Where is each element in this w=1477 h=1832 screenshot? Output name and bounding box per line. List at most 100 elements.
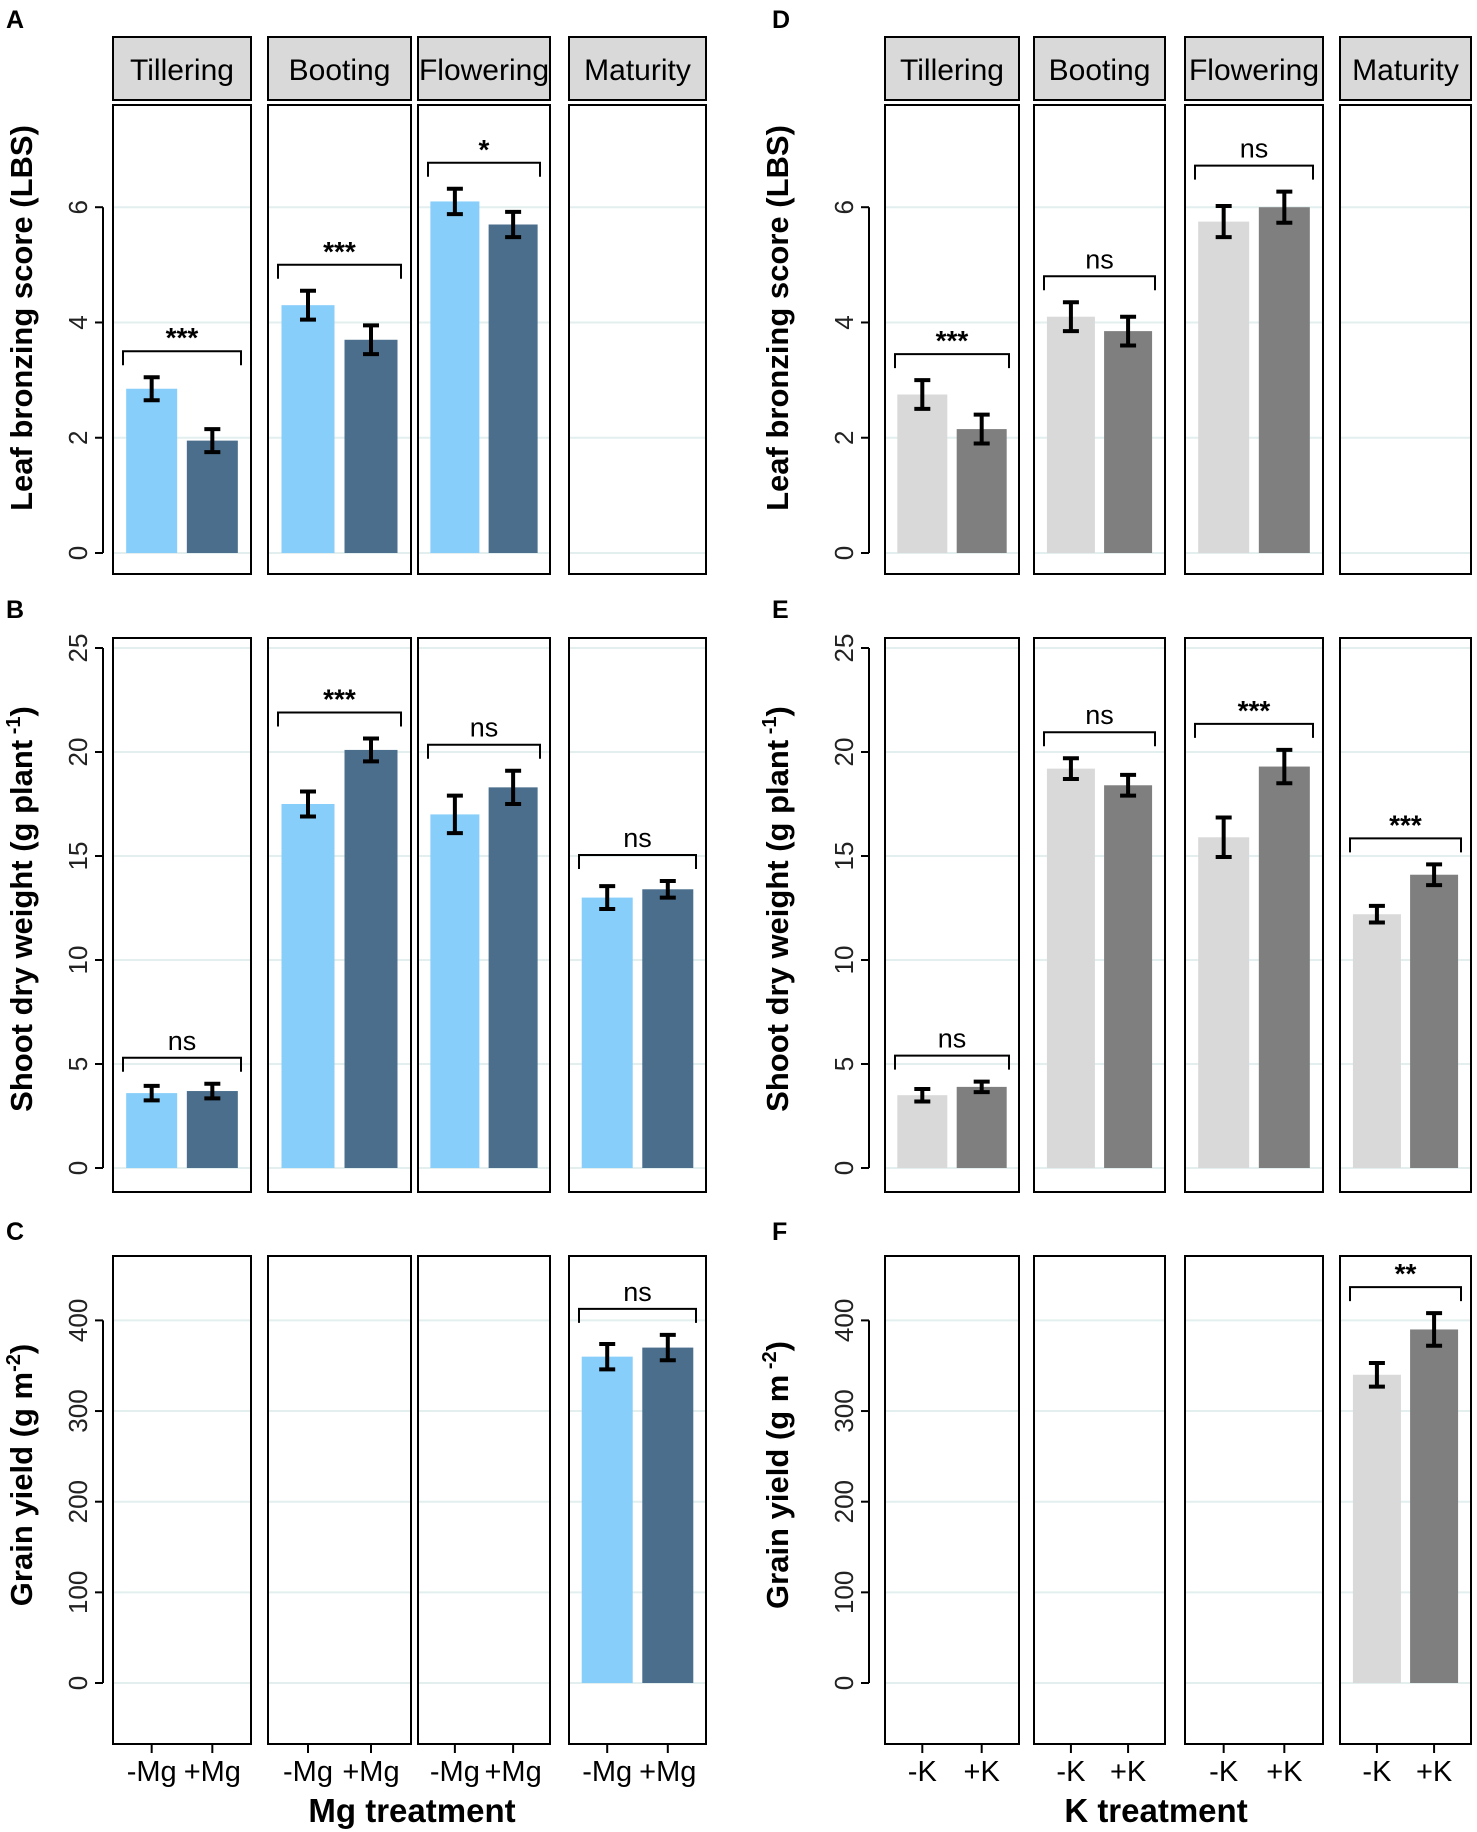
y-tick-label: 4 bbox=[63, 315, 93, 329]
facet-strip bbox=[884, 36, 1020, 101]
facet-maturity: *** bbox=[1339, 637, 1472, 1193]
significance-bracket bbox=[1349, 837, 1462, 853]
x-tick-label: +K bbox=[1266, 1756, 1303, 1788]
bar-minus bbox=[897, 394, 948, 553]
bar-plus bbox=[488, 224, 538, 553]
y-tick-label: 0 bbox=[63, 1676, 93, 1690]
facet-border bbox=[267, 1255, 412, 1745]
bar-minus bbox=[897, 1095, 948, 1168]
facet-maturity: ** -K +K bbox=[1339, 1255, 1472, 1788]
facet-border bbox=[267, 104, 412, 575]
bar-plus bbox=[956, 429, 1007, 553]
facet-border bbox=[417, 1255, 551, 1745]
y-axis-title-b: Shoot dry weight (g plant -1) bbox=[3, 706, 39, 1112]
panel-b: 0 5 10 15 20 25 ns *** ns ns bbox=[63, 634, 707, 1193]
x-tick-label: +K bbox=[964, 1756, 1001, 1788]
bar-plus bbox=[186, 440, 238, 553]
facet-tillering: ns bbox=[112, 637, 252, 1193]
y-tick-label: 100 bbox=[63, 1571, 93, 1614]
bar-plus bbox=[1104, 785, 1153, 1168]
panel-label-a: A bbox=[6, 6, 24, 34]
bar-minus bbox=[281, 305, 335, 553]
y-tick-label: 0 bbox=[829, 1676, 859, 1690]
facet-strip bbox=[1184, 36, 1324, 101]
facet-border bbox=[112, 104, 252, 575]
significance-bracket bbox=[578, 853, 697, 869]
significance-bracket bbox=[1194, 722, 1314, 738]
significance-label: *** bbox=[323, 683, 356, 714]
panel-e: 0 5 10 15 20 25 ns ns *** *** bbox=[829, 634, 1472, 1193]
significance-label: ** bbox=[1395, 1258, 1417, 1289]
facet-flowering: -Mg +Mg bbox=[417, 1255, 551, 1788]
bar-minus bbox=[126, 1093, 178, 1168]
y-tick-label: 15 bbox=[63, 842, 93, 871]
y-tick-label: 300 bbox=[829, 1389, 859, 1432]
x-axis-title-k: K treatment bbox=[1064, 1792, 1247, 1829]
x-tick-label: +Mg bbox=[639, 1756, 696, 1788]
bar-minus bbox=[1046, 316, 1095, 553]
bar-plus bbox=[488, 787, 538, 1168]
y-tick-label: 6 bbox=[829, 200, 859, 214]
facet-strip-label: Flowering bbox=[1189, 54, 1319, 87]
facet-border bbox=[417, 637, 551, 1193]
panel-d: 0 2 4 6 Tillering *** Booting ns Flowering ns Matu… bbox=[829, 36, 1472, 575]
y-tick-label: 200 bbox=[829, 1480, 859, 1523]
bar-plus bbox=[1104, 331, 1153, 553]
facet-flowering: -K +K bbox=[1184, 1255, 1324, 1788]
significance-label: *** bbox=[936, 325, 969, 356]
x-tick-label: +K bbox=[1416, 1756, 1453, 1788]
significance-bracket bbox=[1043, 275, 1156, 291]
significance-bracket bbox=[1194, 164, 1314, 180]
significance-label: *** bbox=[323, 236, 356, 267]
significance-bracket bbox=[894, 1054, 1010, 1070]
facet-border bbox=[568, 1255, 707, 1745]
facet-border bbox=[112, 637, 252, 1193]
significance-bracket bbox=[277, 263, 402, 279]
y-axis-title-a: Leaf bronzing score (LBS) bbox=[4, 125, 39, 511]
significance-label: ns bbox=[1085, 700, 1114, 730]
panel-f: 0 100 200 300 400 -K +K -K +K -K +K ** -K +K bbox=[829, 1255, 1472, 1788]
bar-minus bbox=[1198, 221, 1250, 554]
facet-maturity: Maturity bbox=[568, 36, 707, 575]
facet-booting: -Mg +Mg bbox=[267, 1255, 412, 1788]
bar-minus bbox=[1046, 768, 1095, 1168]
facet-flowering: Flowering * bbox=[417, 36, 551, 575]
x-tick-label: -K bbox=[908, 1756, 938, 1788]
y-axis-title-d: Leaf bronzing score (LBS) bbox=[760, 125, 795, 511]
x-tick-label: -Mg bbox=[582, 1756, 632, 1788]
facet-tillering: -Mg +Mg bbox=[112, 1255, 252, 1788]
y-tick-label: 0 bbox=[829, 1161, 859, 1175]
facet-booting: *** bbox=[267, 637, 412, 1193]
facet-border bbox=[1184, 1255, 1324, 1745]
y-tick-label: 2 bbox=[829, 431, 859, 445]
bar-minus bbox=[1352, 914, 1401, 1168]
facet-border bbox=[1033, 637, 1166, 1193]
facet-strip-label: Booting bbox=[1049, 54, 1151, 87]
bar-plus bbox=[1258, 766, 1310, 1168]
facet-border bbox=[1033, 1255, 1166, 1745]
facet-strip bbox=[417, 36, 551, 101]
facet-border bbox=[884, 104, 1020, 575]
facet-booting: Booting ns bbox=[1033, 36, 1166, 575]
x-tick-label: -K bbox=[1362, 1756, 1392, 1788]
facet-border bbox=[1339, 1255, 1472, 1745]
significance-bracket bbox=[427, 743, 541, 759]
facet-border bbox=[1184, 637, 1324, 1193]
y-tick-label: 2 bbox=[63, 431, 93, 445]
x-tick-label: -K bbox=[1056, 1756, 1086, 1788]
bar-minus bbox=[1198, 837, 1250, 1168]
y-tick-label: 300 bbox=[63, 1389, 93, 1432]
significance-label: ns bbox=[1240, 134, 1269, 164]
y-tick-label: 4 bbox=[829, 315, 859, 329]
significance-bracket bbox=[1043, 731, 1156, 747]
panel-label-d: D bbox=[772, 6, 790, 34]
facet-tillering: Tillering *** bbox=[112, 36, 252, 575]
y-tick-label: 400 bbox=[829, 1299, 859, 1342]
x-tick-label: -Mg bbox=[127, 1756, 177, 1788]
y-tick-label: 5 bbox=[829, 1057, 859, 1071]
bar-plus bbox=[344, 339, 398, 553]
facet-border bbox=[417, 104, 551, 575]
facet-booting: ns bbox=[1033, 637, 1166, 1193]
bar-plus bbox=[1410, 1329, 1459, 1683]
